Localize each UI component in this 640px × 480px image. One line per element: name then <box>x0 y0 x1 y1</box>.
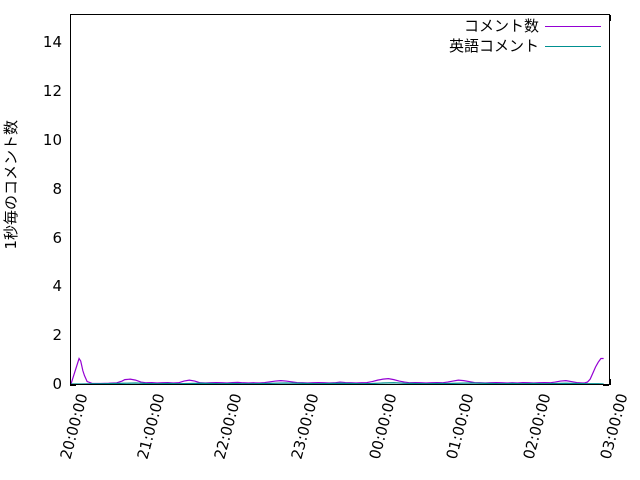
plot-series-svg <box>71 15 609 384</box>
y-tick-label: 10 <box>42 130 62 149</box>
series-line-2 <box>71 383 604 384</box>
x-tick-label: 03:00:00 <box>596 391 632 462</box>
legend-item: コメント数 <box>464 17 601 35</box>
legend-label: コメント数 <box>463 16 539 35</box>
y-tick-mark-right <box>603 385 609 386</box>
x-tick-label: 20:00:00 <box>56 391 92 462</box>
legend-item: 英語コメント <box>449 37 601 55</box>
x-tick-label: 02:00:00 <box>519 391 555 462</box>
legend-label: 英語コメント <box>448 36 539 55</box>
y-tick-label: 0 <box>52 375 62 393</box>
x-tick-label: 00:00:00 <box>365 391 401 462</box>
x-tick-label: 23:00:00 <box>288 391 323 462</box>
legend-color-swatch <box>545 45 601 47</box>
x-tick-mark-top <box>610 15 611 21</box>
x-tick-label: 21:00:00 <box>133 391 169 462</box>
y-tick-label: 6 <box>52 228 62 247</box>
y-tick-label: 14 <box>42 33 62 52</box>
y-tick-label: 8 <box>52 179 62 198</box>
y-tick-mark <box>70 385 76 386</box>
chart-legend: コメント数 英語コメント <box>449 17 601 55</box>
y-axis-tick-labels: 0 2 4 6 8 10 12 14 <box>0 0 62 480</box>
legend-color-swatch <box>545 25 601 27</box>
plot-area: コメント数 英語コメント <box>70 14 610 385</box>
y-tick-label: 2 <box>52 326 62 345</box>
x-tick-label: 01:00:00 <box>442 391 478 462</box>
y-tick-label: 4 <box>52 277 62 296</box>
x-tick-mark <box>610 379 611 385</box>
y-tick-label: 12 <box>42 82 62 101</box>
series-line-1 <box>71 359 604 384</box>
x-tick-label: 22:00:00 <box>210 391 246 462</box>
